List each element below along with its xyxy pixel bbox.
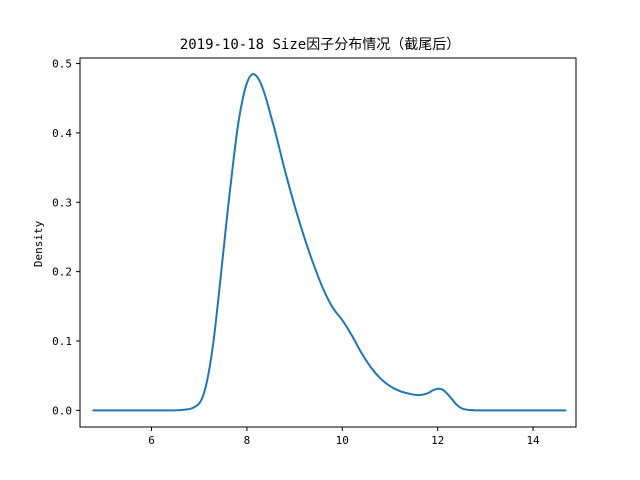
chart-title: 2019-10-18 Size因子分布情况（截尾后） <box>180 37 460 53</box>
y-tick-label: 0.0 <box>52 404 72 417</box>
y-axis: 0.0 0.1 0.2 0.3 0.4 0.5 <box>52 58 80 417</box>
x-tick-label: 6 <box>148 434 155 447</box>
y-tick-label: 0.5 <box>52 58 72 71</box>
y-tick-label: 0.4 <box>52 127 72 140</box>
plot-frame <box>79 57 577 428</box>
x-tick-label: 8 <box>244 434 251 447</box>
density-line <box>92 73 567 412</box>
x-tick-label: 10 <box>336 434 349 447</box>
x-tick-label: 14 <box>526 434 540 447</box>
y-axis-label: Density <box>32 220 45 267</box>
x-tick-label: 12 <box>431 434 444 447</box>
y-tick-label: 0.1 <box>52 335 72 348</box>
y-tick-label: 0.3 <box>52 196 72 209</box>
y-tick-label: 0.2 <box>52 266 72 279</box>
x-axis: 6 8 10 12 14 <box>148 427 540 447</box>
